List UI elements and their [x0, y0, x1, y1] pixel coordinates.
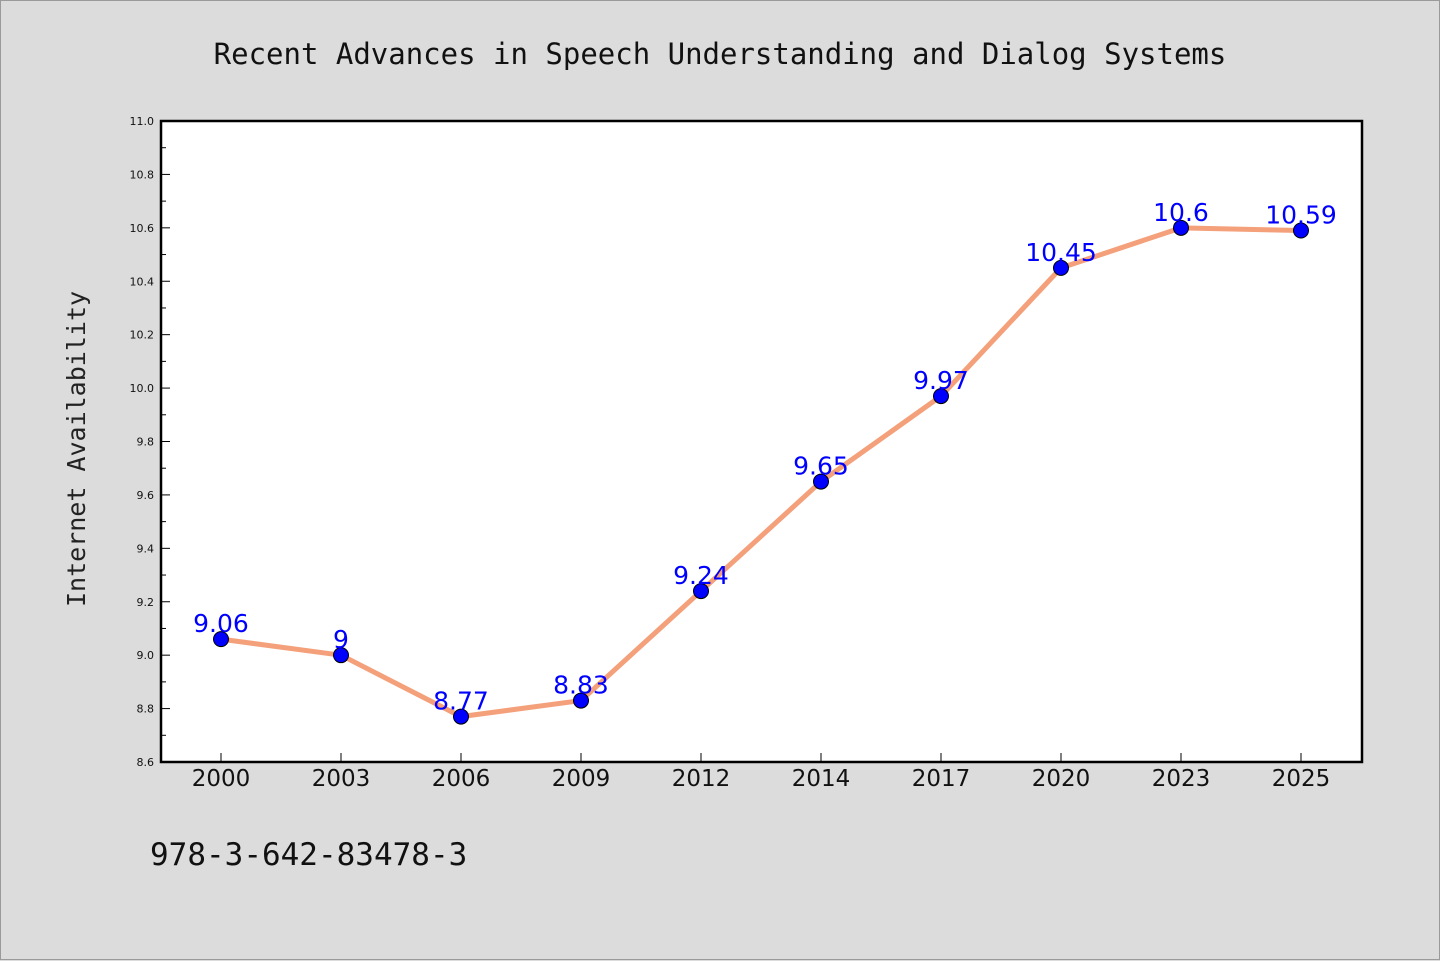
plot-area	[159, 119, 1364, 764]
y-tick-label: 10.6	[130, 222, 155, 235]
data-label: 9.97	[913, 366, 969, 395]
y-tick-label: 9.2	[137, 596, 155, 609]
y-axis-ticks: 8.6 8.8 9.0 9.2 9.4 9.6 9.8 10.0 10.2 10.4 10.6 10.…	[130, 115, 170, 769]
series-line	[218, 225, 1304, 720]
data-point-marker	[213, 631, 229, 648]
y-tick-label: 9.4	[137, 542, 155, 555]
y-tick-label: 10.0	[130, 382, 155, 395]
data-point-marker	[1293, 222, 1309, 239]
data-label: 10.6	[1153, 198, 1209, 227]
x-tick-label: 2006	[432, 766, 491, 792]
x-tick-label: 2009	[552, 766, 611, 792]
data-point-marker	[693, 583, 709, 600]
x-axis-ticks: 2000 2003 2006 2009 2012 2014 2017 2020 2023 2025	[192, 753, 1331, 792]
y-tick-label: 11.0	[130, 115, 155, 128]
x-tick-label: 2000	[192, 766, 251, 792]
isbn-text: 978-3-642-83478-3	[150, 837, 467, 873]
y-tick-label: 10.4	[130, 275, 155, 288]
x-tick-label: 2020	[1032, 766, 1091, 792]
data-label: 9	[333, 625, 349, 654]
data-point-marker	[333, 647, 349, 664]
y-tick-label: 9.8	[137, 436, 155, 449]
data-label: 8.83	[553, 671, 609, 700]
data-point-marker	[573, 692, 589, 709]
data-point-marker	[933, 388, 949, 405]
data-label: 9.24	[673, 561, 729, 590]
y-tick-label: 10.2	[130, 329, 155, 342]
x-tick-label: 2014	[792, 766, 851, 792]
data-point-marker	[1173, 219, 1189, 236]
data-label: 9.65	[793, 452, 849, 481]
data-point-marker	[1053, 259, 1069, 276]
x-tick-label: 2017	[912, 766, 971, 792]
data-point-marker	[453, 708, 469, 725]
y-tick-label: 8.8	[137, 703, 155, 716]
x-tick-label: 2025	[1272, 766, 1331, 792]
y-tick-label: 9.6	[137, 489, 155, 502]
data-label: 9.06	[193, 609, 249, 638]
data-label: 10.59	[1265, 201, 1337, 230]
data-label: 8.77	[433, 687, 489, 716]
series-layer	[213, 219, 1309, 725]
x-tick-label: 2012	[672, 766, 731, 792]
y-tick-label: 9.0	[137, 649, 155, 662]
chart-title: Recent Advances in Speech Understanding …	[214, 37, 1227, 71]
x-tick-label: 2003	[312, 766, 371, 792]
x-tick-label: 2023	[1152, 766, 1211, 792]
y-tick-label: 10.8	[130, 168, 155, 181]
y-axis-label: Internet Availability	[62, 291, 91, 607]
data-point-marker	[813, 473, 829, 490]
data-label: 10.45	[1025, 238, 1097, 267]
y-tick-label: 8.6	[137, 756, 155, 769]
data-labels: 9.06 9 8.77 8.83 9.24 9.65 9.97 10.45 10.6 10.59	[193, 198, 1337, 716]
